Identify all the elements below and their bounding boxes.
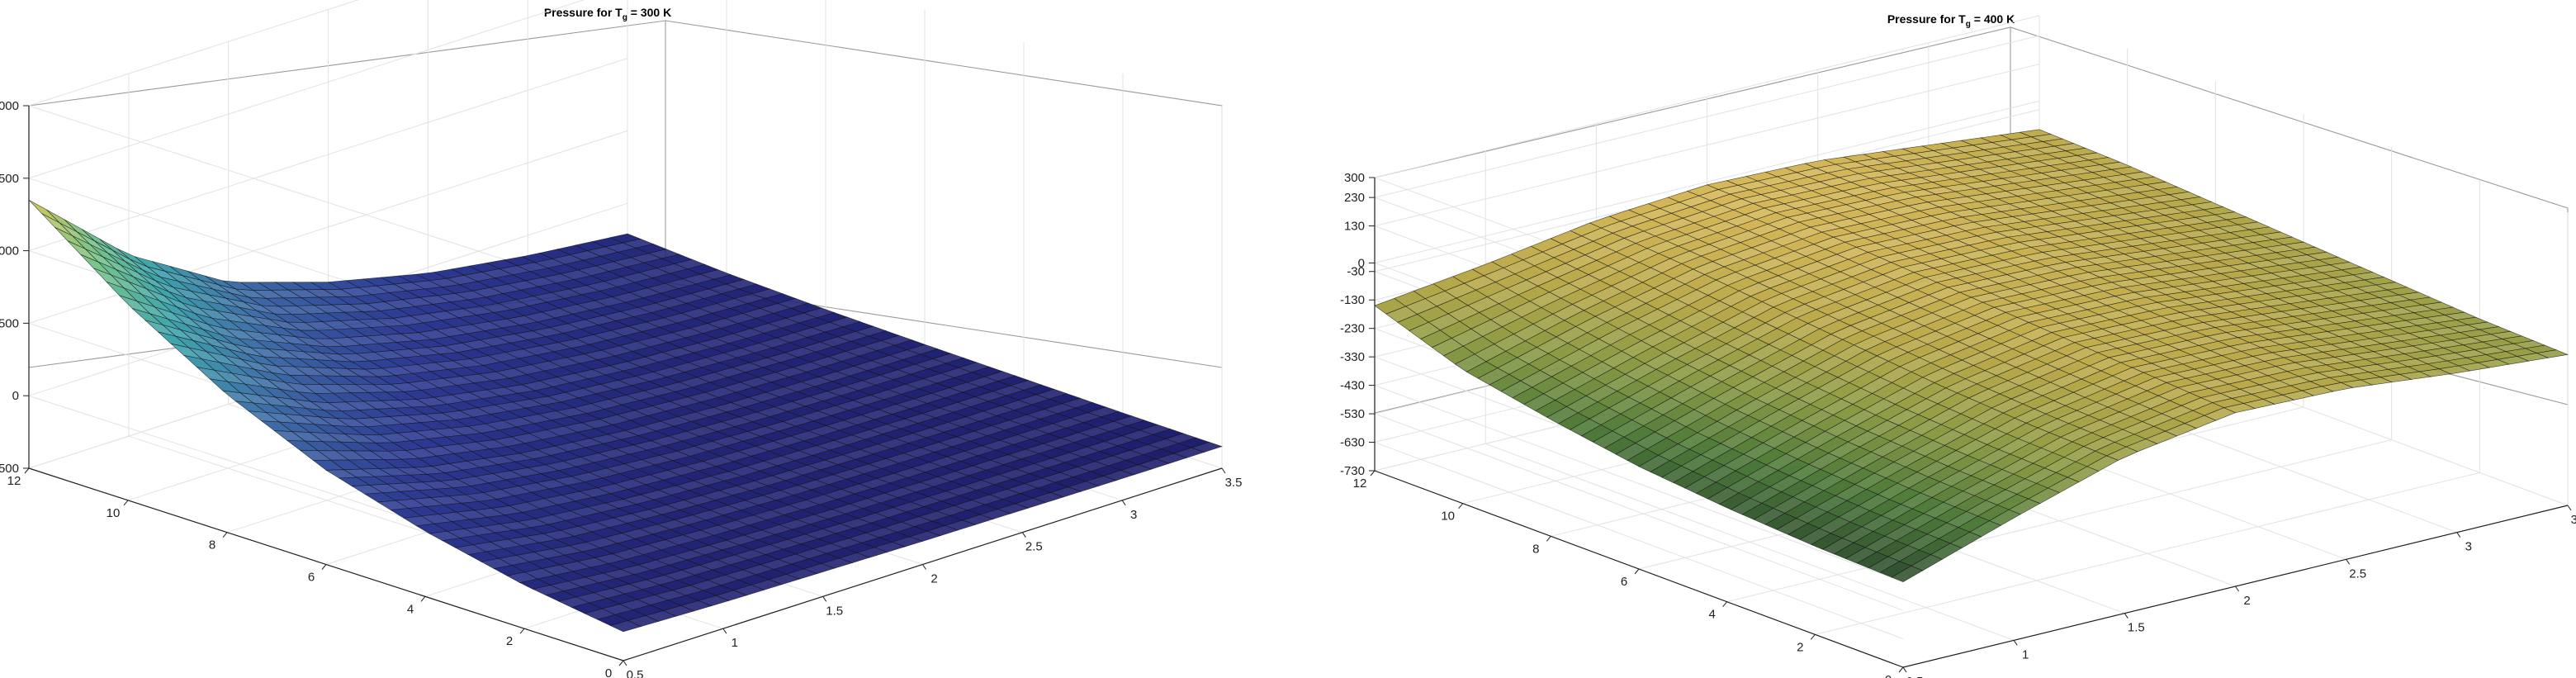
x-tick-label: 0.5 xyxy=(1906,675,1924,678)
z-tick-label: -500 xyxy=(0,462,19,476)
x-tick-label: 3.5 xyxy=(2571,513,2576,527)
z-tick-label: -30 xyxy=(1347,265,1365,279)
x-tick-mark xyxy=(2456,532,2461,538)
surface-plot-300k: Pressure for Tg = 300 K 0.511.522.533.5 … xyxy=(0,0,1242,678)
x-tick-label: 1.5 xyxy=(2128,621,2145,635)
y-tick-label: 12 xyxy=(7,474,21,488)
y-tick-label: 6 xyxy=(308,571,315,585)
x-tick-label: 2 xyxy=(930,572,937,586)
z-tick-label: -530 xyxy=(1340,407,1365,421)
y-tick-label: 12 xyxy=(1353,476,1367,491)
z-tick-label: 500 xyxy=(0,316,19,330)
y-tick-mark xyxy=(1458,503,1464,509)
x-tick-label: 2.5 xyxy=(1025,540,1043,554)
plot-title: Pressure for Tg = 300 K xyxy=(544,6,671,22)
y-tick-label: 0 xyxy=(605,666,612,678)
z-tick-label: -130 xyxy=(1340,293,1365,307)
z-axis-ticks: -730 -630 -530 -430 -330 -230 -130 -300 130 230 30… xyxy=(1340,171,1375,478)
x-tick-label: 1.5 xyxy=(826,604,843,618)
y-tick-label: 0 xyxy=(1885,673,1892,678)
y-tick-label: 8 xyxy=(209,538,215,552)
surface-patch xyxy=(28,199,60,223)
y-tick-mark xyxy=(222,532,228,538)
surface-patch xyxy=(609,620,642,633)
x-tick-label: 2 xyxy=(2243,594,2250,608)
surface-plot-400k: Pressure for Tg = 400 K 0.511.522.533.5 … xyxy=(1340,12,2576,678)
y-tick-label: 4 xyxy=(407,602,414,616)
y-tick-mark xyxy=(618,660,624,666)
y-tick-label: 10 xyxy=(1441,510,1455,524)
x-tick-label: 3.5 xyxy=(1225,476,1243,490)
z-tick-label: 230 xyxy=(1344,191,1365,205)
x-tick-mark xyxy=(2013,640,2018,646)
z-tick-label: 0 xyxy=(1358,256,1365,270)
x-tick-label: 1 xyxy=(2022,647,2029,661)
x-tick-mark xyxy=(1121,500,1126,506)
plot-title: Pressure for Tg = 400 K xyxy=(1887,12,2015,29)
y-tick-mark xyxy=(1898,666,1904,673)
y-tick-mark xyxy=(420,596,426,602)
x-tick-mark xyxy=(2567,505,2572,511)
z-tick-label: 1500 xyxy=(0,172,19,186)
y-axis-ticks: 0 2 4 6 8 10 12 xyxy=(1353,470,1904,678)
z-tick-label: 0 xyxy=(12,389,19,403)
y-tick-label: 8 xyxy=(1532,542,1539,556)
surface xyxy=(1374,129,2569,582)
y-tick-mark xyxy=(519,628,525,634)
surface-patch xyxy=(1891,565,1924,582)
x-tick-mark xyxy=(1021,532,1026,538)
x-tick-mark xyxy=(722,628,727,634)
z-tick-label: 300 xyxy=(1344,171,1365,185)
y-tick-mark xyxy=(321,564,327,570)
z-tick-label: 130 xyxy=(1344,220,1365,234)
y-tick-mark xyxy=(1634,568,1640,575)
y-tick-mark xyxy=(24,467,30,474)
z-tick-label: 1000 xyxy=(0,244,19,258)
x-tick-mark xyxy=(922,564,926,570)
x-tick-mark xyxy=(2346,559,2351,565)
x-axis-ticks: 0.5 1 1.5 2 2.5 3 3.5 xyxy=(1902,505,2576,678)
z-axis-ticks: -500 0 500 1000 1500 2000 xyxy=(0,99,29,476)
y-tick-label: 4 xyxy=(1708,608,1715,622)
y-tick-label: 2 xyxy=(1797,640,1803,654)
y-tick-mark xyxy=(1722,601,1728,607)
y-tick-mark xyxy=(1546,536,1551,542)
x-tick-mark xyxy=(822,596,827,602)
z-tick-label: -630 xyxy=(1340,436,1365,450)
y-tick-mark xyxy=(123,500,129,506)
y-axis-ticks: 0 2 4 6 8 10 12 xyxy=(7,467,624,678)
x-tick-mark xyxy=(2235,586,2239,592)
z-tick-label: -430 xyxy=(1340,379,1365,393)
y-tick-label: 2 xyxy=(506,634,513,648)
x-tick-label: 3 xyxy=(2465,540,2472,554)
x-tick-label: 1 xyxy=(732,636,738,650)
x-tick-label: 0.5 xyxy=(627,668,644,678)
z-tick-label: 2000 xyxy=(0,99,19,113)
x-tick-mark xyxy=(2124,613,2129,619)
x-tick-mark xyxy=(623,660,627,666)
x-tick-label: 2.5 xyxy=(2349,567,2366,581)
z-tick-label: -330 xyxy=(1340,350,1365,364)
z-tick-label: -730 xyxy=(1340,464,1365,478)
grid-line xyxy=(1815,179,2480,635)
x-tick-mark xyxy=(1221,467,1226,474)
x-tick-mark xyxy=(1902,666,1907,673)
x-axis-ticks: 0.5 1 1.5 2 2.5 3 3.5 xyxy=(623,467,1243,678)
y-tick-mark xyxy=(1810,634,1816,640)
y-tick-label: 6 xyxy=(1621,575,1627,589)
surface xyxy=(28,199,1223,633)
y-tick-label: 10 xyxy=(107,506,121,520)
z-tick-label: -230 xyxy=(1340,322,1365,336)
y-tick-mark xyxy=(1370,470,1376,476)
x-tick-label: 3 xyxy=(1130,508,1137,522)
